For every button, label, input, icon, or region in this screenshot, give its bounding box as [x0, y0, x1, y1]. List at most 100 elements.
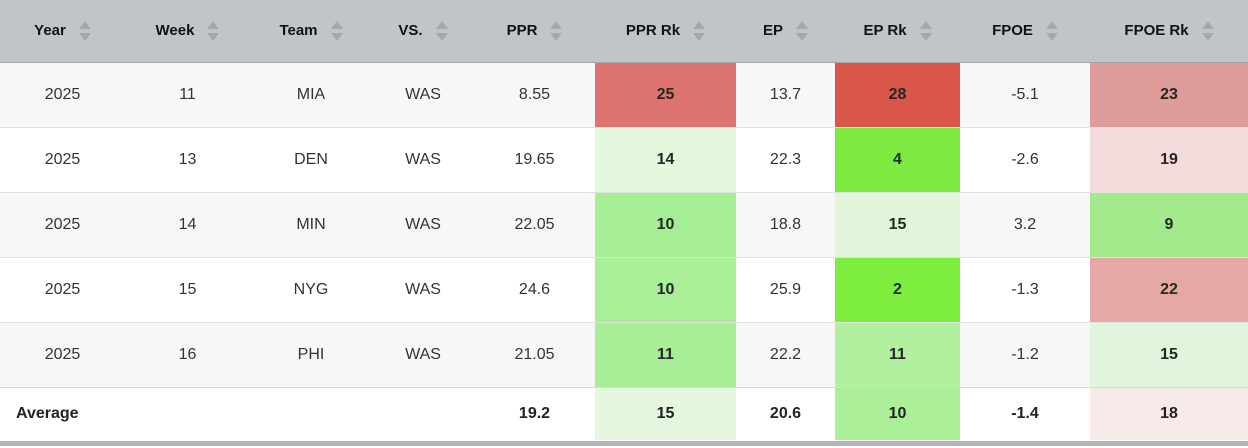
sort-asc-icon — [330, 20, 343, 29]
cell-vs — [372, 386, 474, 440]
sort-asc-icon — [919, 20, 932, 29]
table-body: 2025 11 MIA WAS 8.55 25 13.7 28 -5.1 23 … — [0, 61, 1248, 440]
sort-desc-icon — [207, 32, 220, 41]
horizontal-scrollbar[interactable] — [0, 441, 1248, 446]
table-row: 2025 14 MIN WAS 22.05 10 18.8 15 3.2 9 — [0, 191, 1248, 257]
sort-arrows-icon — [1201, 20, 1214, 41]
sort-asc-icon — [1201, 20, 1214, 29]
sort-arrows-icon — [693, 20, 706, 41]
cell-vs: WAS — [372, 256, 474, 322]
sort-arrows-icon — [550, 20, 563, 41]
sort-asc-icon — [693, 20, 706, 29]
column-label-year: Year — [34, 22, 66, 40]
cell-team — [250, 386, 372, 440]
sort-desc-icon — [1201, 32, 1214, 41]
sort-asc-icon — [1045, 20, 1058, 29]
cell-year: 2025 — [0, 256, 125, 322]
cell-ppr: 24.6 — [474, 256, 595, 322]
cell-ppr-rk: 25 — [595, 61, 736, 127]
table-row: 2025 13 DEN WAS 19.65 14 22.3 4 -2.6 19 — [0, 126, 1248, 192]
sort-desc-icon — [1045, 32, 1058, 41]
cell-ep: 18.8 — [736, 191, 835, 257]
cell-vs: WAS — [372, 321, 474, 387]
sort-arrows-icon — [330, 20, 343, 41]
cell-fpoe-rk: 18 — [1090, 386, 1248, 440]
cell-fpoe-rk: 19 — [1090, 126, 1248, 192]
cell-year: 2025 — [0, 126, 125, 192]
column-header-vs[interactable]: VS. — [372, 0, 474, 63]
cell-ppr: 19.2 — [474, 386, 595, 440]
sort-asc-icon — [78, 20, 91, 29]
cell-year: 2025 — [0, 321, 125, 387]
column-header-fpoe-rk[interactable]: FPOE Rk — [1090, 0, 1248, 63]
cell-fpoe-rk: 22 — [1090, 256, 1248, 322]
sort-arrows-icon — [796, 20, 808, 41]
cell-fpoe: -2.6 — [960, 126, 1090, 192]
column-header-ppr[interactable]: PPR — [474, 0, 595, 63]
column-header-week[interactable]: Week — [125, 0, 250, 63]
column-label-fpoe: FPOE — [992, 22, 1033, 40]
sort-asc-icon — [435, 20, 448, 29]
cell-fpoe-rk: 23 — [1090, 61, 1248, 127]
cell-year: 2025 — [0, 61, 125, 127]
column-label-week: Week — [155, 22, 195, 40]
cell-ep: 25.9 — [736, 256, 835, 322]
column-label-fpoe-rk: FPOE Rk — [1124, 22, 1189, 40]
cell-fpoe: -5.1 — [960, 61, 1090, 127]
sort-arrows-icon — [207, 20, 220, 41]
column-header-ep[interactable]: EP — [736, 0, 835, 63]
column-header-fpoe[interactable]: FPOE — [960, 0, 1090, 63]
average-label: Average — [0, 386, 125, 440]
column-header-ppr-rk[interactable]: PPR Rk — [595, 0, 736, 63]
table-row: 2025 11 MIA WAS 8.55 25 13.7 28 -5.1 23 — [0, 61, 1248, 127]
cell-ep: 13.7 — [736, 61, 835, 127]
sort-desc-icon — [435, 32, 448, 41]
cell-ppr: 21.05 — [474, 321, 595, 387]
sort-arrows-icon — [1045, 20, 1058, 41]
cell-ppr: 8.55 — [474, 61, 595, 127]
table-row: 2025 15 NYG WAS 24.6 10 25.9 2 -1.3 22 — [0, 256, 1248, 322]
cell-vs: WAS — [372, 61, 474, 127]
sort-desc-icon — [693, 32, 706, 41]
cell-week: 14 — [125, 191, 250, 257]
cell-ep: 20.6 — [736, 386, 835, 440]
cell-year: 2025 — [0, 191, 125, 257]
sort-arrows-icon — [78, 20, 91, 41]
column-label-ppr-rk: PPR Rk — [625, 22, 681, 40]
cell-ppr-rk: 11 — [595, 321, 736, 387]
sort-desc-icon — [78, 32, 91, 41]
column-header-team[interactable]: Team — [250, 0, 372, 63]
cell-ppr-rk: 15 — [595, 386, 736, 440]
cell-ep-rk: 10 — [835, 386, 960, 440]
cell-ep: 22.2 — [736, 321, 835, 387]
cell-ep-rk: 11 — [835, 321, 960, 387]
cell-fpoe: 3.2 — [960, 191, 1090, 257]
table-header: Year Week Team VS. PPR PPR Rk EP EP Rk F… — [0, 0, 1248, 63]
column-label-ep: EP — [762, 22, 783, 40]
cell-ep-rk: 28 — [835, 61, 960, 127]
cell-fpoe: -1.3 — [960, 256, 1090, 322]
column-header-ep-rk[interactable]: EP Rk — [835, 0, 960, 63]
sort-desc-icon — [550, 32, 563, 41]
cell-team: NYG — [250, 256, 372, 322]
cell-week — [125, 386, 250, 440]
cell-ppr: 22.05 — [474, 191, 595, 257]
average-row: Average 19.2 15 20.6 10 -1.4 18 — [0, 386, 1248, 440]
sort-desc-icon — [330, 32, 343, 41]
sort-asc-icon — [796, 20, 808, 29]
sort-asc-icon — [550, 20, 563, 29]
cell-week: 15 — [125, 256, 250, 322]
cell-week: 16 — [125, 321, 250, 387]
sort-desc-icon — [796, 32, 808, 41]
cell-ppr-rk: 10 — [595, 256, 736, 322]
cell-ep-rk: 15 — [835, 191, 960, 257]
cell-ep-rk: 2 — [835, 256, 960, 322]
column-header-year[interactable]: Year — [0, 0, 125, 63]
cell-fpoe: -1.2 — [960, 321, 1090, 387]
cell-ppr-rk: 10 — [595, 191, 736, 257]
cell-ppr: 19.65 — [474, 126, 595, 192]
sort-asc-icon — [207, 20, 220, 29]
column-label-ppr: PPR — [506, 22, 538, 40]
